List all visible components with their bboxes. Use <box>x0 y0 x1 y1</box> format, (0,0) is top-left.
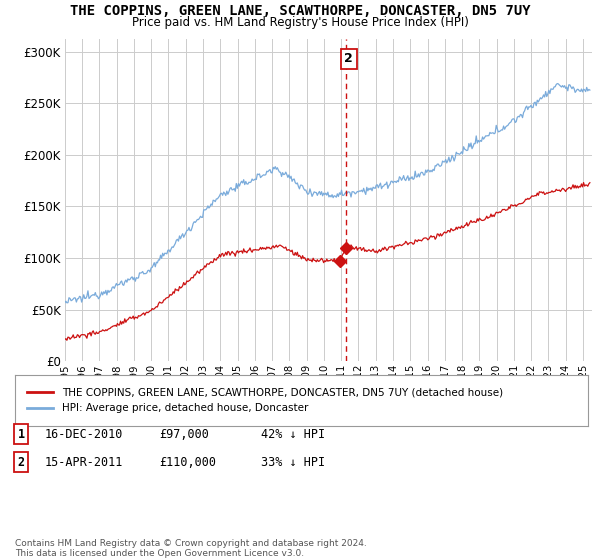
Text: 2: 2 <box>344 52 353 66</box>
Legend: THE COPPINS, GREEN LANE, SCAWTHORPE, DONCASTER, DN5 7UY (detached house), HPI: A: THE COPPINS, GREEN LANE, SCAWTHORPE, DON… <box>23 384 507 417</box>
Text: £110,000: £110,000 <box>159 455 216 469</box>
Text: Price paid vs. HM Land Registry's House Price Index (HPI): Price paid vs. HM Land Registry's House … <box>131 16 469 29</box>
Text: 15-APR-2011: 15-APR-2011 <box>45 455 124 469</box>
Text: THE COPPINS, GREEN LANE, SCAWTHORPE, DONCASTER, DN5 7UY: THE COPPINS, GREEN LANE, SCAWTHORPE, DON… <box>70 4 530 18</box>
Text: 33% ↓ HPI: 33% ↓ HPI <box>261 455 325 469</box>
Text: 16-DEC-2010: 16-DEC-2010 <box>45 427 124 441</box>
Text: 1: 1 <box>17 427 25 441</box>
Text: £97,000: £97,000 <box>159 427 209 441</box>
Text: Contains HM Land Registry data © Crown copyright and database right 2024.
This d: Contains HM Land Registry data © Crown c… <box>15 539 367 558</box>
Text: 42% ↓ HPI: 42% ↓ HPI <box>261 427 325 441</box>
Text: 2: 2 <box>17 455 25 469</box>
